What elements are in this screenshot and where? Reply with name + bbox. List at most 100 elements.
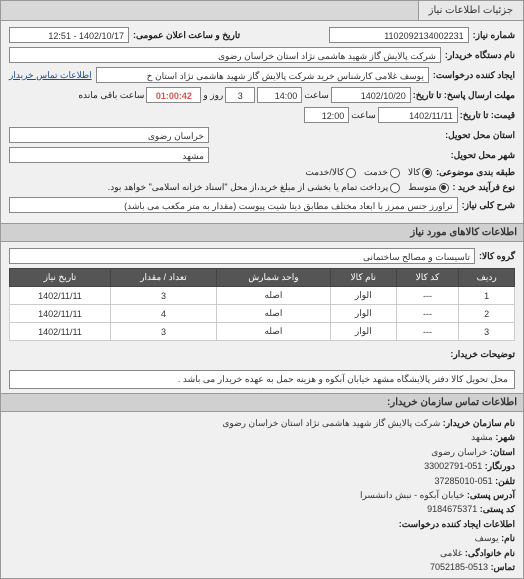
row-need-title: شرح کلی نیاز: تراورز جنس ممرز با ابعاد م… [9,197,515,213]
table-cell: اصله [217,323,331,341]
row-city: شهر محل تحویل: مشهد [9,147,515,163]
table-cell: 2 [459,305,515,323]
org-value: شرکت پالایش گاز شهید هاشمی نژاد استان خر… [222,418,440,428]
remain-days: 3 [225,87,255,103]
name-label: نام: [501,533,515,543]
col-row: ردیف [459,269,515,287]
table-cell: 1 [459,287,515,305]
postcode-label: کد پستی: [480,504,515,514]
goods-table: ردیف کد کالا نام کالا واحد شمارش تعداد /… [9,268,515,341]
form-area: شماره نیاز: 1102092134002231 تاریخ و ساع… [1,21,523,223]
col-name: نام کالا [330,269,396,287]
goods-group-label: گروه کالا: [479,251,515,262]
row-process: نوع فرآیند خرید : متوسط پرداخت تمام یا ب… [9,182,515,193]
table-row[interactable]: 3---الواراصله31402/11/11 [10,323,515,341]
price-deadline-label: قیمت: تا تاریخ: [460,110,515,121]
row-request-no: شماره نیاز: 1102092134002231 تاریخ و ساع… [9,27,515,43]
address-label: آدرس پستی: [467,490,515,500]
send-time: 14:00 [257,87,302,103]
name-value: یوسف [475,533,499,543]
announce-value: 1402/10/17 - 12:51 [9,27,129,43]
row-price-deadline: قیمت: تا تاریخ: 1402/11/11 ساعت 12:00 [9,107,515,123]
table-row[interactable]: 2---الواراصله41402/11/11 [10,305,515,323]
row-creator: ایجاد کننده درخواست: یوسف غلامی کارشناس … [9,67,515,83]
remain-suffix: ساعت باقی مانده [78,90,144,101]
address-value: خیابان آبکوه - نبش دانشسرا [360,490,464,500]
need-title-label: شرح کلی نیاز: [462,200,515,211]
table-cell: --- [396,323,458,341]
row-buyer-device: نام دستگاه خریدار: شرکت پالایش گاز شهید … [9,47,515,63]
goods-group-value: تاسیسات و مصالح ساختمانی [9,248,475,264]
table-cell: اصله [217,305,331,323]
announce-label: تاریخ و ساعت اعلان عمومی: [133,30,240,41]
row-goods-group: گروه کالا: تاسیسات و مصالح ساختمانی [9,248,515,264]
process-label: نوع فرآیند خرید : [453,182,516,193]
col-date: تاریخ نیاز [10,269,111,287]
col-code: کد کالا [396,269,458,287]
buyer-notes-label: توضیحات خریدار: [450,349,515,359]
table-cell: الوار [330,305,396,323]
table-cell: الوار [330,287,396,305]
phone-label: تلفن: [495,476,515,486]
table-cell: اصله [217,287,331,305]
remain-time: 01:00:42 [146,87,201,103]
classification-label: طبقه بندی موضوعی: [436,167,515,178]
table-cell: الوار [330,323,396,341]
radio-khedmat[interactable]: خدمت [364,167,400,178]
price-time: 12:00 [304,107,349,123]
contact-city-value: مشهد [471,432,493,442]
price-time-label: ساعت [351,110,376,121]
col-unit: واحد شمارش [217,269,331,287]
contact-province-label: استان: [490,447,515,457]
buyer-notes-area: توضیحات خریدار: [1,347,523,366]
tab-bar: جزئیات اطلاعات نیاز [1,1,523,21]
main-panel: جزئیات اطلاعات نیاز شماره نیاز: 11020921… [0,0,524,579]
province-value: خراسان رضوی [9,127,209,143]
table-row[interactable]: 1---الواراصله31402/11/11 [10,287,515,305]
classification-radios: کالا خدمت کالا/خدمت [305,167,432,178]
province-label: استان محل تحویل: [445,130,515,141]
send-deadline-label: مهلت ارسال پاسخ: تا تاریخ: [413,90,515,101]
goods-section-title: اطلاعات کالاهای مورد نیاز [1,223,523,242]
need-title-value: تراورز جنس ممرز با ابعاد مختلف مطابق دیت… [9,197,458,213]
table-header-row: ردیف کد کالا نام کالا واحد شمارش تعداد /… [10,269,515,287]
buyer-contact-link[interactable]: اطلاعات تماس خریدار [9,70,92,81]
buyer-device-value: شرکت پالایش گاز شهید هاشمی نژاد استان خر… [9,47,441,63]
tab-details[interactable]: جزئیات اطلاعات نیاز [418,1,523,20]
row-send-deadline: مهلت ارسال پاسخ: تا تاریخ: 1402/10/20 سا… [9,87,515,103]
radio-kala[interactable]: کالا [408,167,432,178]
radio-dot-icon [439,183,449,193]
radio-medium[interactable]: متوسط [408,182,448,193]
lastname-label: نام خانوادگی: [465,548,515,558]
goods-area: گروه کالا: تاسیسات و مصالح ساختمانی ردیف… [1,242,523,347]
col-qty: تعداد / مقدار [110,269,216,287]
phone-value: 051-37285010 [435,476,493,486]
radio-dot-icon [390,168,400,178]
table-cell: 3 [110,287,216,305]
creator-value: یوسف غلامی کارشناس خرید شرکت پالایش گاز … [96,67,429,83]
table-cell: 1402/11/11 [10,323,111,341]
radio-kala-khedmat[interactable]: کالا/خدمت [305,167,356,178]
contact-section-title: اطلاعات تماس سازمان خریدار: [1,393,523,412]
table-cell: 4 [110,305,216,323]
city-value: مشهد [9,147,209,163]
price-date: 1402/11/11 [378,107,458,123]
row-province: استان محل تحویل: خراسان رضوی [9,127,515,143]
fax-label: دورنگار: [485,461,515,471]
contact-phone-value: 0513-7052185 [430,562,488,572]
request-no-label: شماره نیاز: [473,30,515,41]
city-label: شهر محل تحویل: [451,150,515,161]
radio-treasury[interactable]: پرداخت تمام یا بخشی از مبلغ خرید،از محل … [108,182,400,193]
postcode-value: 9184675371 [427,504,477,514]
buyer-notes-value: محل تحویل کالا دفتر پالایشگاه مشهد خیابا… [9,370,515,389]
table-cell: 3 [110,323,216,341]
table-cell: 1402/11/11 [10,287,111,305]
fax-value: 051-33002791 [424,461,482,471]
send-date: 1402/10/20 [331,87,411,103]
process-radios: متوسط پرداخت تمام یا بخشی از مبلغ خرید،ا… [108,182,449,193]
request-no-value: 1102092134002231 [329,27,469,43]
org-label: نام سازمان خریدار: [443,418,515,428]
table-cell: --- [396,305,458,323]
contact-phone-label: تماس: [491,562,515,572]
creator-label: ایجاد کننده درخواست: [433,70,515,81]
